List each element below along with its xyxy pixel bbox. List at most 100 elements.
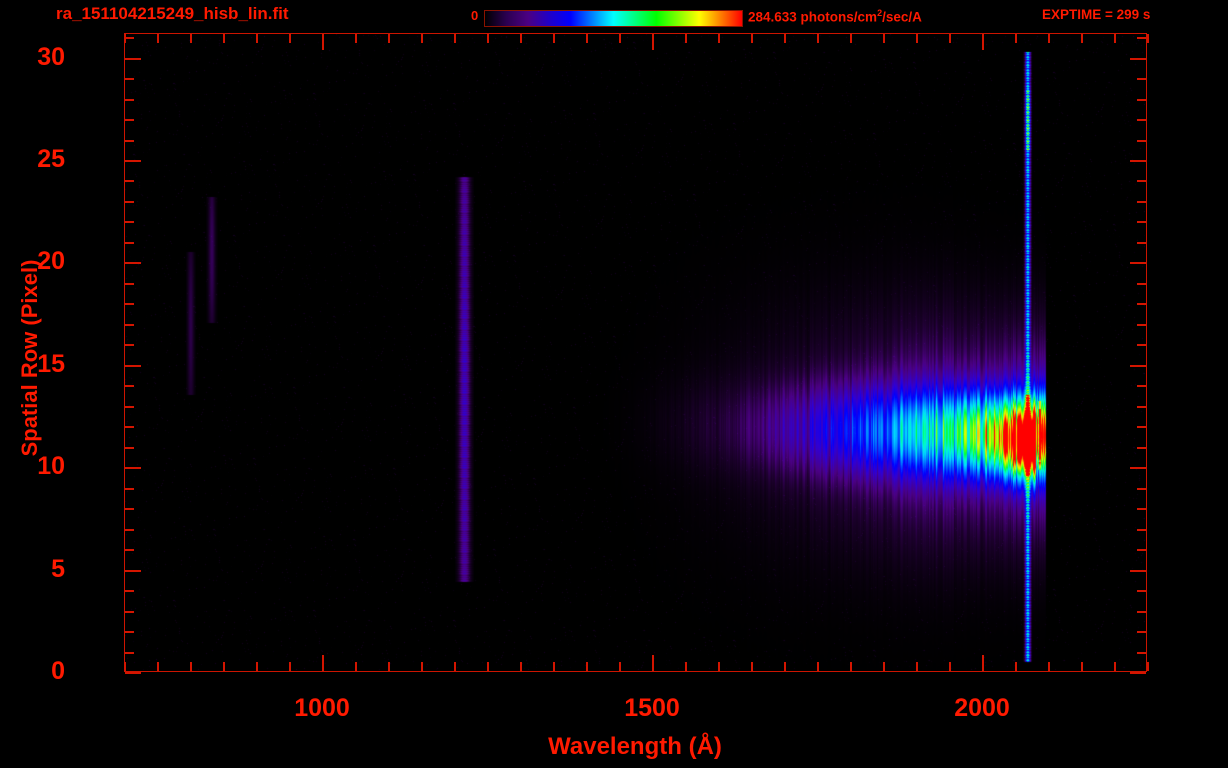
- axis-tick: [619, 662, 621, 671]
- axis-tick: [1137, 344, 1146, 347]
- y-tick-label: 20: [37, 247, 65, 276]
- axis-tick: [718, 34, 720, 43]
- axis-tick: [454, 662, 456, 671]
- axis-tick: [982, 655, 984, 671]
- axis-tick: [125, 569, 141, 572]
- axis-tick: [1137, 651, 1146, 654]
- axis-tick: [125, 180, 134, 183]
- axis-tick: [190, 34, 192, 43]
- axis-tick: [125, 590, 134, 593]
- axis-tick: [487, 34, 489, 43]
- axis-tick: [157, 34, 159, 43]
- axis-tick: [1015, 662, 1017, 671]
- axis-tick: [124, 34, 126, 43]
- axis-tick: [1137, 446, 1146, 449]
- axis-tick: [1137, 303, 1146, 306]
- plot-area: [124, 33, 1149, 674]
- axis-tick: [1137, 139, 1146, 142]
- spectrum-heatmap: [125, 34, 1145, 670]
- axis-tick: [1048, 662, 1050, 671]
- axis-tick: [553, 662, 555, 671]
- axis-tick: [125, 78, 134, 81]
- axis-tick: [125, 426, 134, 429]
- axis-tick: [1137, 426, 1146, 429]
- axis-tick: [1137, 241, 1146, 244]
- axis-tick: [454, 34, 456, 43]
- y-tick-label: 10: [37, 452, 65, 481]
- axis-tick: [1137, 528, 1146, 531]
- axis-tick: [1114, 34, 1116, 43]
- colorbar-max-label: 284.633 photons/cm2/sec/A: [748, 8, 922, 25]
- axis-tick: [1137, 508, 1146, 511]
- axis-tick: [125, 446, 134, 449]
- axis-tick: [125, 467, 141, 470]
- axis-tick: [1137, 221, 1146, 224]
- axis-tick: [125, 159, 141, 162]
- axis-tick: [1081, 662, 1083, 671]
- axis-tick: [1137, 98, 1146, 101]
- axis-tick: [652, 655, 654, 671]
- axis-tick: [125, 119, 134, 122]
- axis-tick: [125, 303, 134, 306]
- x-tick-label: 1500: [624, 694, 680, 722]
- axis-tick: [1130, 364, 1146, 367]
- page-title: ra_151104215249_hisb_lin.fit: [56, 4, 289, 23]
- axis-tick: [883, 662, 885, 671]
- axis-tick: [1137, 180, 1146, 183]
- axis-tick: [817, 34, 819, 43]
- axis-tick: [1130, 262, 1146, 265]
- axis-tick: [125, 139, 134, 142]
- y-tick-label: 25: [37, 144, 65, 173]
- axis-tick: [850, 34, 852, 43]
- axis-tick: [322, 655, 324, 671]
- axis-tick: [1137, 119, 1146, 122]
- axis-tick: [125, 282, 134, 285]
- axis-tick: [1137, 200, 1146, 203]
- axis-tick: [223, 662, 225, 671]
- axis-tick: [125, 405, 134, 408]
- axis-tick: [388, 662, 390, 671]
- x-tick-label: 1000: [294, 694, 350, 722]
- axis-tick: [916, 34, 918, 43]
- axis-tick: [850, 662, 852, 671]
- axis-tick: [125, 323, 134, 326]
- axis-tick: [125, 344, 134, 347]
- axis-tick: [1137, 282, 1146, 285]
- axis-tick: [487, 662, 489, 671]
- y-tick-label: 15: [37, 349, 65, 378]
- axis-tick: [125, 672, 141, 674]
- axis-tick: [1114, 662, 1116, 671]
- axis-tick: [949, 34, 951, 43]
- axis-tick: [125, 549, 134, 552]
- axis-tick: [256, 662, 258, 671]
- axis-tick: [652, 34, 654, 50]
- axis-tick: [751, 662, 753, 671]
- axis-tick: [125, 487, 134, 490]
- axis-tick: [421, 662, 423, 671]
- axis-tick: [685, 34, 687, 43]
- axis-tick: [124, 662, 126, 671]
- y-tick-label: 5: [51, 554, 65, 583]
- axis-tick: [553, 34, 555, 43]
- axis-tick: [125, 221, 134, 224]
- axis-tick: [1048, 34, 1050, 43]
- axis-tick: [520, 34, 522, 43]
- axis-tick: [586, 662, 588, 671]
- axis-tick: [190, 662, 192, 671]
- axis-tick: [1137, 37, 1146, 40]
- axis-tick: [125, 37, 134, 40]
- axis-tick: [421, 34, 423, 43]
- axis-tick: [1137, 78, 1146, 81]
- colorbar-min-label: 0: [471, 8, 479, 23]
- axis-tick: [125, 241, 134, 244]
- axis-tick: [1130, 159, 1146, 162]
- axis-tick: [1147, 34, 1149, 43]
- axis-tick: [125, 651, 134, 654]
- axis-tick: [1147, 662, 1149, 671]
- axis-tick: [1137, 590, 1146, 593]
- axis-tick: [1081, 34, 1083, 43]
- axis-tick: [355, 662, 357, 671]
- exptime-label: EXPTIME = 299 s: [1042, 7, 1151, 22]
- y-tick-label: 0: [51, 657, 65, 685]
- axis-tick: [751, 34, 753, 43]
